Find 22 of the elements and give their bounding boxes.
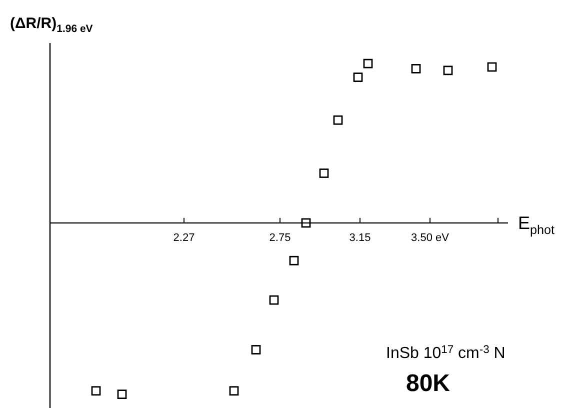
y-axis-title: (ΔR/R)$_{1.96 eV}$ (10, 15, 93, 35)
x-tick-label: 2.75 (269, 232, 291, 244)
point (289, 256, 299, 266)
point (319, 168, 329, 178)
point (363, 58, 373, 68)
point (487, 62, 497, 72)
x-tick-label: 2.27 (173, 232, 195, 244)
point (251, 345, 261, 354)
point (333, 115, 343, 125)
x-axis-title: E$_{phot}$ (518, 212, 556, 236)
point (443, 66, 453, 76)
point (117, 390, 127, 399)
point (301, 218, 311, 228)
x-tick-label: 3.15 (349, 232, 371, 244)
point (353, 72, 363, 82)
annotation: 80K (406, 370, 451, 397)
annotation: InSb 10$^{17}$ cm$^{-3}$ N (386, 344, 506, 362)
x-tick-label: 3.50 eV (411, 232, 450, 244)
point (91, 386, 101, 396)
point (229, 386, 239, 396)
point (411, 64, 421, 74)
point (269, 295, 279, 305)
